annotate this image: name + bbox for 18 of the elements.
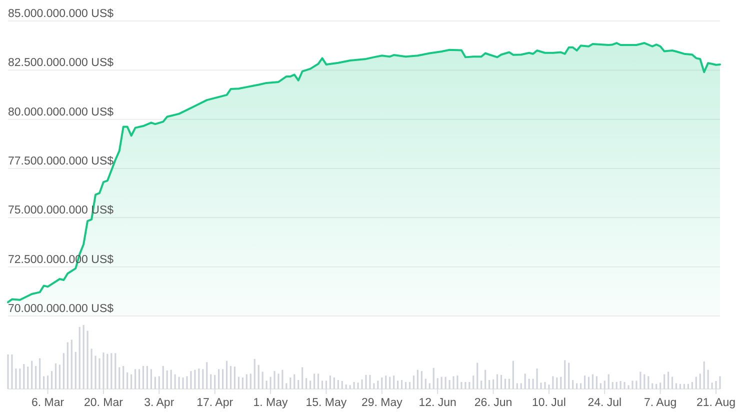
x-tick-label: 7. Aug bbox=[644, 397, 677, 410]
x-tick-label: 12. Jun bbox=[418, 397, 456, 410]
y-tick-label: 80.000.000.000 US$ bbox=[8, 106, 114, 118]
x-tick-label: 15. May bbox=[306, 397, 347, 410]
x-tick-label: 6. Mar bbox=[31, 397, 64, 410]
x-tick-label: 10. Jul bbox=[532, 397, 566, 410]
x-tick-label: 1. May bbox=[253, 397, 288, 410]
x-tick-label: 3. Apr bbox=[144, 397, 174, 410]
x-tick-label: 21. Aug bbox=[696, 397, 736, 410]
x-tick-label: 29. May bbox=[361, 397, 403, 410]
y-tick-label: 70.000.000.000 US$ bbox=[8, 303, 114, 315]
x-tick-label: 20. Mar bbox=[84, 397, 124, 410]
y-tick-label: 82.500.000.000 US$ bbox=[8, 57, 114, 70]
x-tick-label: 24. Jul bbox=[588, 397, 622, 410]
y-tick-label: 77.500.000.000 US$ bbox=[8, 156, 114, 168]
x-tick-label: 26. Jun bbox=[474, 397, 512, 410]
x-tick-label: 17. Apr bbox=[196, 397, 234, 410]
y-tick-label: 85.000.000.000 US$ bbox=[8, 8, 114, 20]
